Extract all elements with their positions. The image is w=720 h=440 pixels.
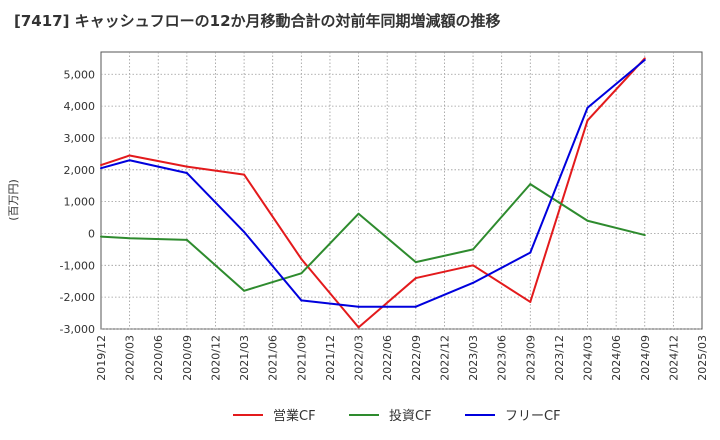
data-point bbox=[529, 300, 532, 303]
data-point bbox=[472, 281, 475, 284]
data-point bbox=[357, 212, 360, 215]
y-tick-label: -3,000 bbox=[60, 323, 95, 336]
data-point bbox=[643, 58, 646, 61]
x-tick-label: 2024/09 bbox=[639, 335, 652, 381]
data-point bbox=[243, 230, 246, 233]
data-point bbox=[185, 165, 188, 168]
x-tick-label: 2022/06 bbox=[381, 335, 394, 381]
x-tick-label: 2023/06 bbox=[496, 335, 509, 381]
data-point bbox=[586, 106, 589, 109]
x-tick-label: 2022/12 bbox=[438, 335, 451, 381]
data-point bbox=[100, 167, 102, 170]
x-tick-label: 2023/09 bbox=[524, 335, 537, 381]
x-tick-label: 2020/03 bbox=[124, 335, 137, 381]
data-point bbox=[529, 251, 532, 254]
x-tick-label: 2021/09 bbox=[295, 335, 308, 381]
plot-frame bbox=[100, 51, 703, 330]
data-point bbox=[586, 119, 589, 122]
x-tick-label: 2020/12 bbox=[209, 335, 222, 381]
data-point bbox=[357, 305, 360, 308]
x-tick-label: 2024/03 bbox=[582, 335, 595, 381]
data-point bbox=[586, 219, 589, 222]
data-point bbox=[100, 164, 102, 167]
data-point bbox=[643, 57, 646, 60]
x-tick-label: 2021/06 bbox=[267, 335, 280, 381]
data-point bbox=[643, 234, 646, 237]
y-tick-label: -1,000 bbox=[60, 259, 95, 272]
axis-layer: 2019/12 2020/03 2020/06 2020/09 2020/12 2021/… bbox=[60, 68, 709, 380]
data-point bbox=[300, 257, 303, 260]
x-tick-label: 2024/12 bbox=[667, 335, 680, 381]
y-tick-label: 0 bbox=[88, 227, 95, 240]
x-tick-label: 2022/09 bbox=[410, 335, 423, 381]
data-point bbox=[128, 154, 131, 157]
x-tick-label: 2019/12 bbox=[95, 335, 108, 381]
x-tick-label: 2023/12 bbox=[553, 335, 566, 381]
x-tick-label: 2025/03 bbox=[696, 335, 709, 381]
legend-label: 営業CF bbox=[273, 408, 316, 424]
legend: 営業CF 投資CF フリーCF bbox=[233, 408, 561, 424]
x-tick-label: 2021/12 bbox=[324, 335, 337, 381]
y-tick-label: -2,000 bbox=[60, 291, 95, 304]
legend-label: フリーCF bbox=[505, 409, 561, 424]
x-tick-label: 2023/03 bbox=[467, 335, 480, 381]
data-point bbox=[128, 159, 131, 162]
data-point bbox=[414, 305, 417, 308]
data-point bbox=[128, 237, 131, 240]
data-point bbox=[414, 277, 417, 280]
data-point bbox=[529, 183, 532, 186]
data-point bbox=[300, 299, 303, 302]
x-tick-label: 2022/03 bbox=[353, 335, 366, 381]
x-tick-label: 2024/06 bbox=[610, 335, 623, 381]
y-tick-label: 2,000 bbox=[64, 164, 96, 177]
y-tick-label: 3,000 bbox=[64, 132, 96, 145]
data-point bbox=[243, 289, 246, 292]
x-tick-label: 2020/09 bbox=[181, 335, 194, 381]
data-point bbox=[243, 173, 246, 176]
series-line-2 bbox=[100, 59, 646, 308]
data-point bbox=[472, 248, 475, 251]
series-layer bbox=[100, 57, 646, 329]
data-point bbox=[100, 235, 102, 238]
y-axis-label: (百万円) bbox=[7, 179, 20, 221]
chart-title: [7417] キャッシュフローの12か月移動合計の対前年同期増減額の推移 bbox=[14, 12, 501, 30]
y-tick-label: 4,000 bbox=[64, 100, 96, 113]
y-tick-label: 1,000 bbox=[64, 196, 96, 209]
x-tick-label: 2021/03 bbox=[238, 335, 251, 381]
legend-label: 投資CF bbox=[389, 408, 432, 424]
y-tick-label: 5,000 bbox=[64, 68, 96, 81]
data-point bbox=[414, 261, 417, 264]
data-point bbox=[185, 238, 188, 241]
data-point bbox=[357, 326, 360, 329]
data-point bbox=[472, 264, 475, 267]
series-line-0 bbox=[100, 57, 646, 329]
x-tick-label: 2020/06 bbox=[152, 335, 165, 381]
data-point bbox=[300, 272, 303, 275]
grid-layer bbox=[100, 51, 703, 330]
data-point bbox=[185, 171, 188, 174]
